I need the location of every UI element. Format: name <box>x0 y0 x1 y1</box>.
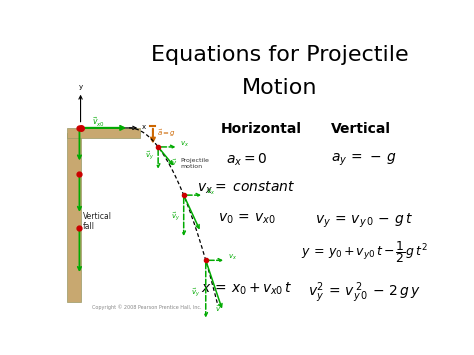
Text: $\vec{v}_y$: $\vec{v}_y$ <box>171 211 180 224</box>
Text: y: y <box>78 84 82 90</box>
Text: x: x <box>142 124 146 130</box>
Text: Vertical: Vertical <box>330 122 391 136</box>
Text: $v_y\,{=}\,v_{y\,0}\,-\,g\,t$: $v_y\,{=}\,v_{y\,0}\,-\,g\,t$ <box>315 212 413 230</box>
Text: $\vec{v}_y$: $\vec{v}_y$ <box>191 287 200 300</box>
Text: $v_x$: $v_x$ <box>206 188 215 197</box>
Text: $\vec{v}_{x0}$: $\vec{v}_{x0}$ <box>92 116 105 130</box>
Text: $y\,{=}\,y_0\,{+}\,v_{y0}\,t\,{-}\,\dfrac{1}{2}g\,t^2$: $y\,{=}\,y_0\,{+}\,v_{y0}\,t\,{-}\,\dfra… <box>301 239 428 265</box>
Bar <box>66 128 140 138</box>
Bar <box>66 133 81 302</box>
Text: $v_x{=}$ constant: $v_x{=}$ constant <box>197 179 296 196</box>
Text: $v_0\,{=}\,v_{x0}$: $v_0\,{=}\,v_{x0}$ <box>218 212 275 226</box>
Text: $a_x{=}0$: $a_x{=}0$ <box>226 152 267 168</box>
Text: $a_y\,{=}\,-\,g$: $a_y\,{=}\,-\,g$ <box>331 152 397 168</box>
Text: Vertical
fall: Vertical fall <box>83 212 112 231</box>
Text: Projectile
motion: Projectile motion <box>180 158 209 169</box>
Text: Horizontal: Horizontal <box>221 122 302 136</box>
Text: Copyright © 2008 Pearson Prentice Hall, Inc.: Copyright © 2008 Pearson Prentice Hall, … <box>92 305 202 311</box>
Text: $\vec{v}$: $\vec{v}$ <box>215 304 221 314</box>
Text: $v_y^2\,{=}\,v_{y\,0}^{\,2}\,-\,2\,g\,y$: $v_y^2\,{=}\,v_{y\,0}^{\,2}\,-\,2\,g\,y$ <box>308 280 421 305</box>
Text: $\vec{v}_y$: $\vec{v}_y$ <box>146 151 155 163</box>
Text: Motion: Motion <box>242 78 318 98</box>
Text: Equations for Projectile: Equations for Projectile <box>151 45 409 65</box>
Text: $\vec{a}=g$: $\vec{a}=g$ <box>156 127 176 139</box>
Text: $x\,{=}\,x_0\,{+}\,v_{x0}\,t$: $x\,{=}\,x_0\,{+}\,v_{x0}\,t$ <box>201 280 292 297</box>
Text: $v_x$: $v_x$ <box>228 253 237 262</box>
Text: $\vec{v}$: $\vec{v}$ <box>171 158 177 168</box>
Text: $v_x$: $v_x$ <box>180 140 189 149</box>
